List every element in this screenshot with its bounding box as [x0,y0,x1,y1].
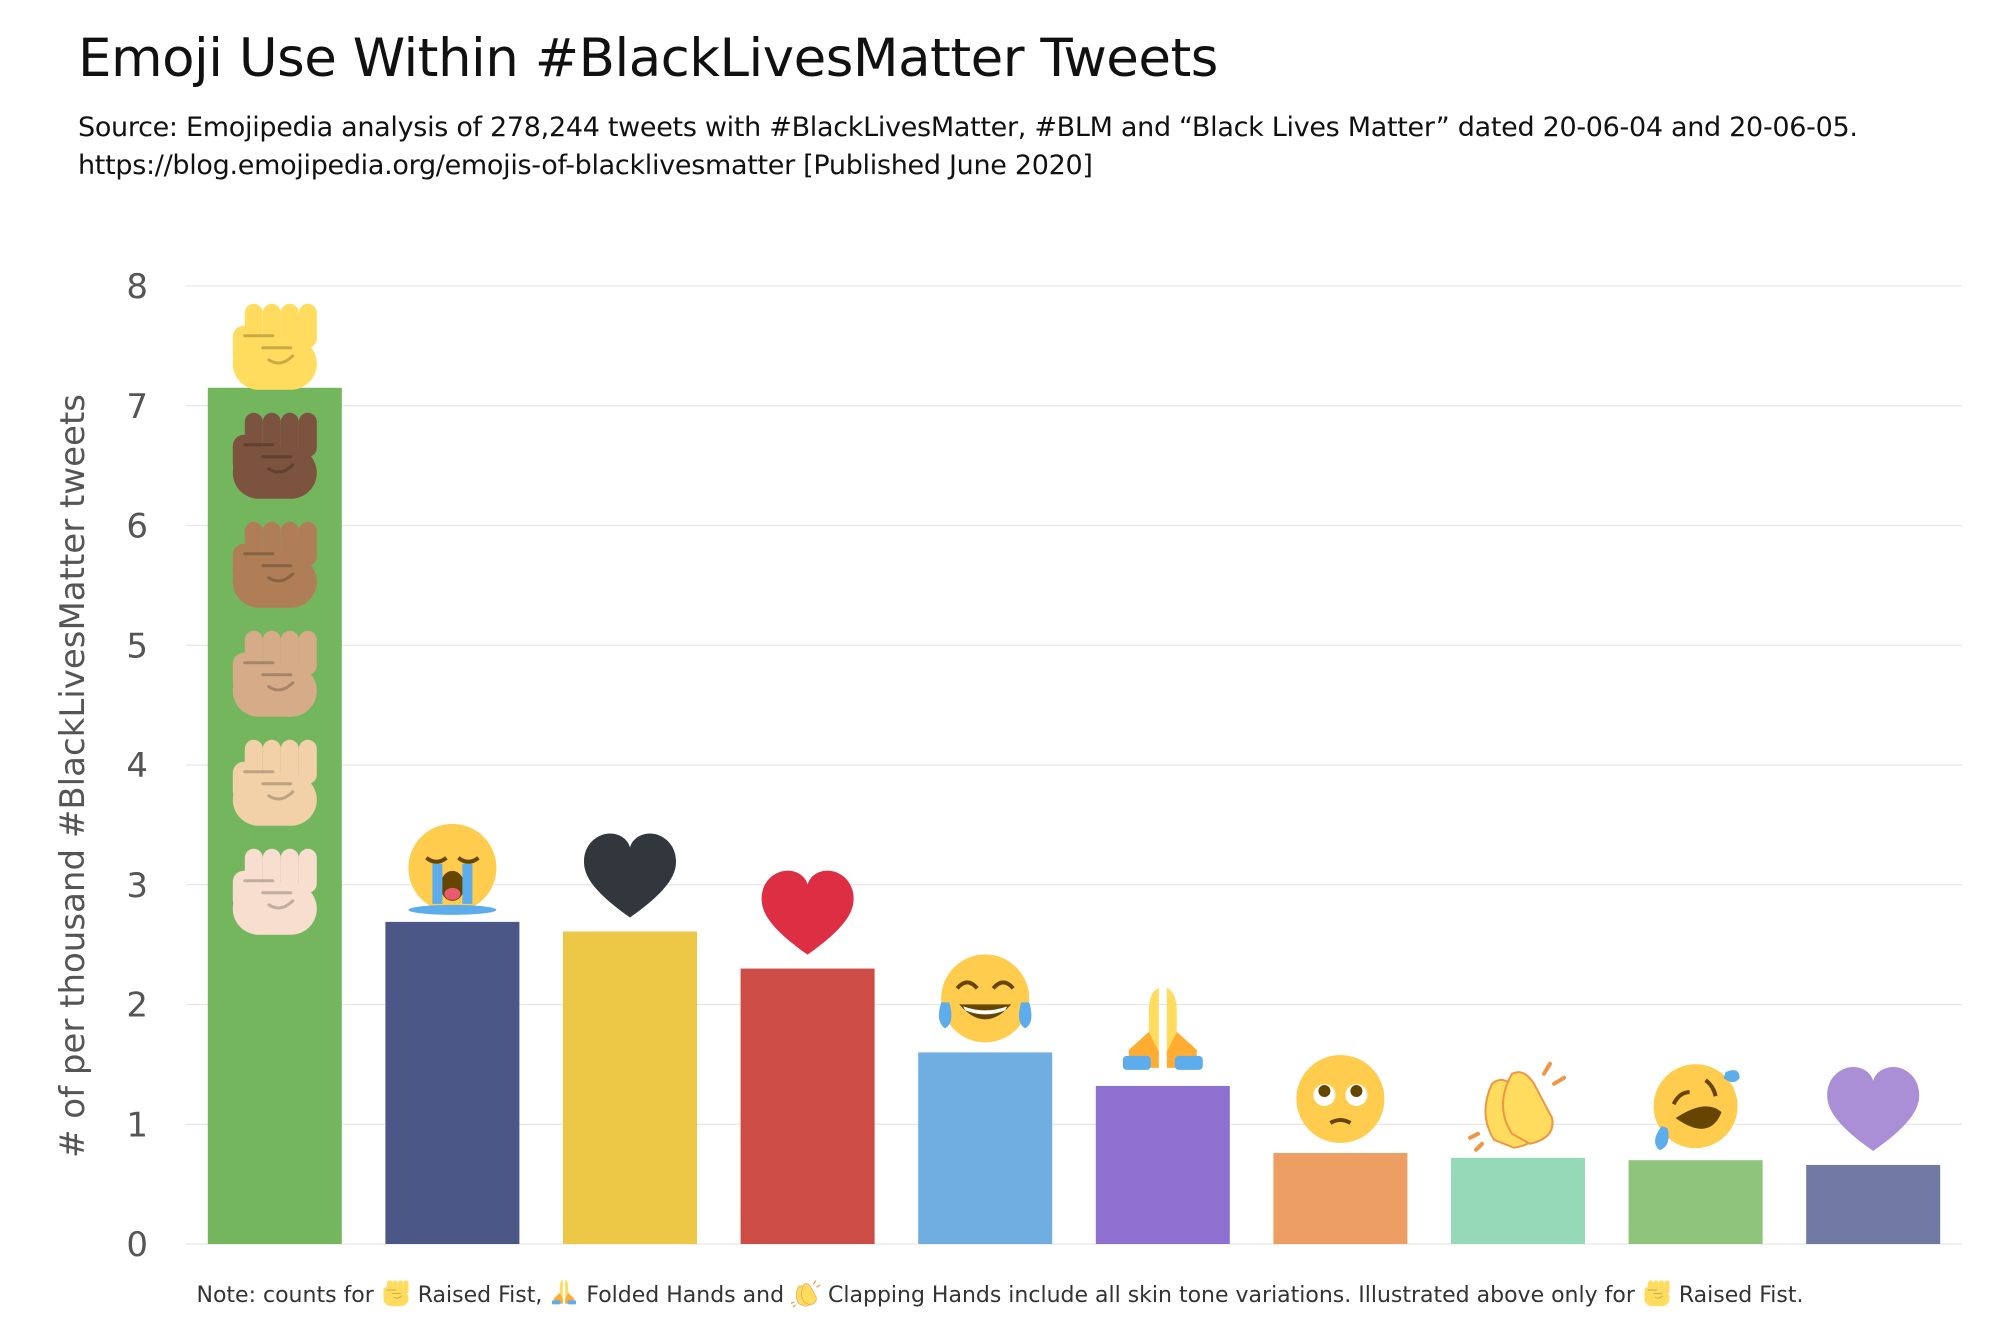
clapping-hands-icon [1468,1061,1566,1152]
folded-hands-icon [549,1278,579,1314]
raised-fist-icon [232,521,317,608]
note-text-1: Note: counts for [196,1283,381,1308]
chart-subtitle-source: Source: Emojipedia analysis of 278,244 t… [78,112,1858,143]
y-tick-label: 8 [126,267,148,307]
bar-rolling-on-the-floor-laughing [1628,1160,1763,1244]
bar-purple-heart [1806,1164,1941,1244]
y-tick-label: 7 [126,387,148,427]
raised-fist-icon [232,303,317,390]
y-tick-label: 6 [126,507,148,547]
chart-subtitle-url: https://blog.emojipedia.org/emojis-of-bl… [78,150,1093,181]
purple-heart-icon [1827,1066,1920,1151]
note-text-4: Clapping Hands include all skin tone var… [821,1283,1642,1308]
note-text-5: Raised Fist. [1671,1283,1804,1308]
y-axis-label: # of per thousand #BlackLivesMatter twee… [53,394,93,1158]
y-tick-label: 3 [126,866,148,906]
bar-emoji-icons [232,303,1920,1152]
bar-red-heart [740,968,875,1244]
raised-fist-icon [232,848,317,935]
y-tick-label: 1 [126,1105,148,1145]
clapping-hands-icon [791,1278,821,1314]
chart-title: Emoji Use Within #BlackLivesMatter Tweet… [78,28,1218,89]
folded-hands-icon [1122,987,1203,1070]
y-tick-label: 5 [126,626,148,666]
bar-clapping-hands [1451,1157,1585,1244]
bar-folded-hands [1095,1085,1230,1244]
raised-fist-icon [1642,1278,1672,1314]
loudly-crying-face-icon [408,823,497,915]
note-text-3: Folded Hands and [579,1283,792,1308]
note-text-2: Raised Fist, [410,1283,550,1308]
raised-fist-icon [232,739,317,826]
raised-fist-icon [232,630,317,717]
y-tick-label: 2 [126,986,148,1026]
bar-pleading-face [1273,1152,1408,1244]
y-tick-label: 4 [126,746,148,786]
raised-fist-icon [381,1278,411,1314]
black-heart-icon [584,833,676,918]
chart-note: Note: counts for Raised Fist, Folded Han… [0,1278,2000,1314]
y-axis-ticks: 0 1 2 3 4 5 6 7 8 [126,267,148,1265]
raised-fist-icon [232,412,317,499]
face-with-tears-of-joy-icon [938,954,1032,1043]
bars [207,387,1941,1245]
bar-loudly-crying-face [385,921,520,1244]
red-heart-icon [761,870,854,955]
rolling-on-the-floor-laughing-icon [1653,1064,1740,1151]
y-tick-label: 0 [126,1225,148,1265]
bar-black-heart [563,931,697,1244]
pleading-face-icon [1296,1054,1385,1143]
bar-face-with-tears-of-joy [918,1052,1053,1244]
